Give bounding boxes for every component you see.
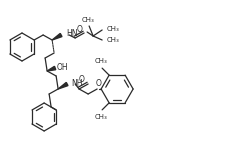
Text: O: O bbox=[78, 74, 84, 83]
Polygon shape bbox=[58, 82, 68, 89]
Text: O: O bbox=[76, 24, 82, 33]
Text: CH₃: CH₃ bbox=[95, 58, 108, 64]
Text: NH: NH bbox=[71, 79, 83, 88]
Text: CH₃: CH₃ bbox=[107, 37, 120, 43]
Text: CH₃: CH₃ bbox=[107, 26, 120, 32]
Text: OH: OH bbox=[57, 62, 69, 71]
Text: O: O bbox=[95, 79, 101, 88]
Polygon shape bbox=[47, 66, 56, 71]
Polygon shape bbox=[52, 33, 62, 40]
Text: CH₃: CH₃ bbox=[82, 17, 94, 23]
Text: HN: HN bbox=[66, 29, 78, 38]
Text: CH₃: CH₃ bbox=[95, 114, 108, 120]
